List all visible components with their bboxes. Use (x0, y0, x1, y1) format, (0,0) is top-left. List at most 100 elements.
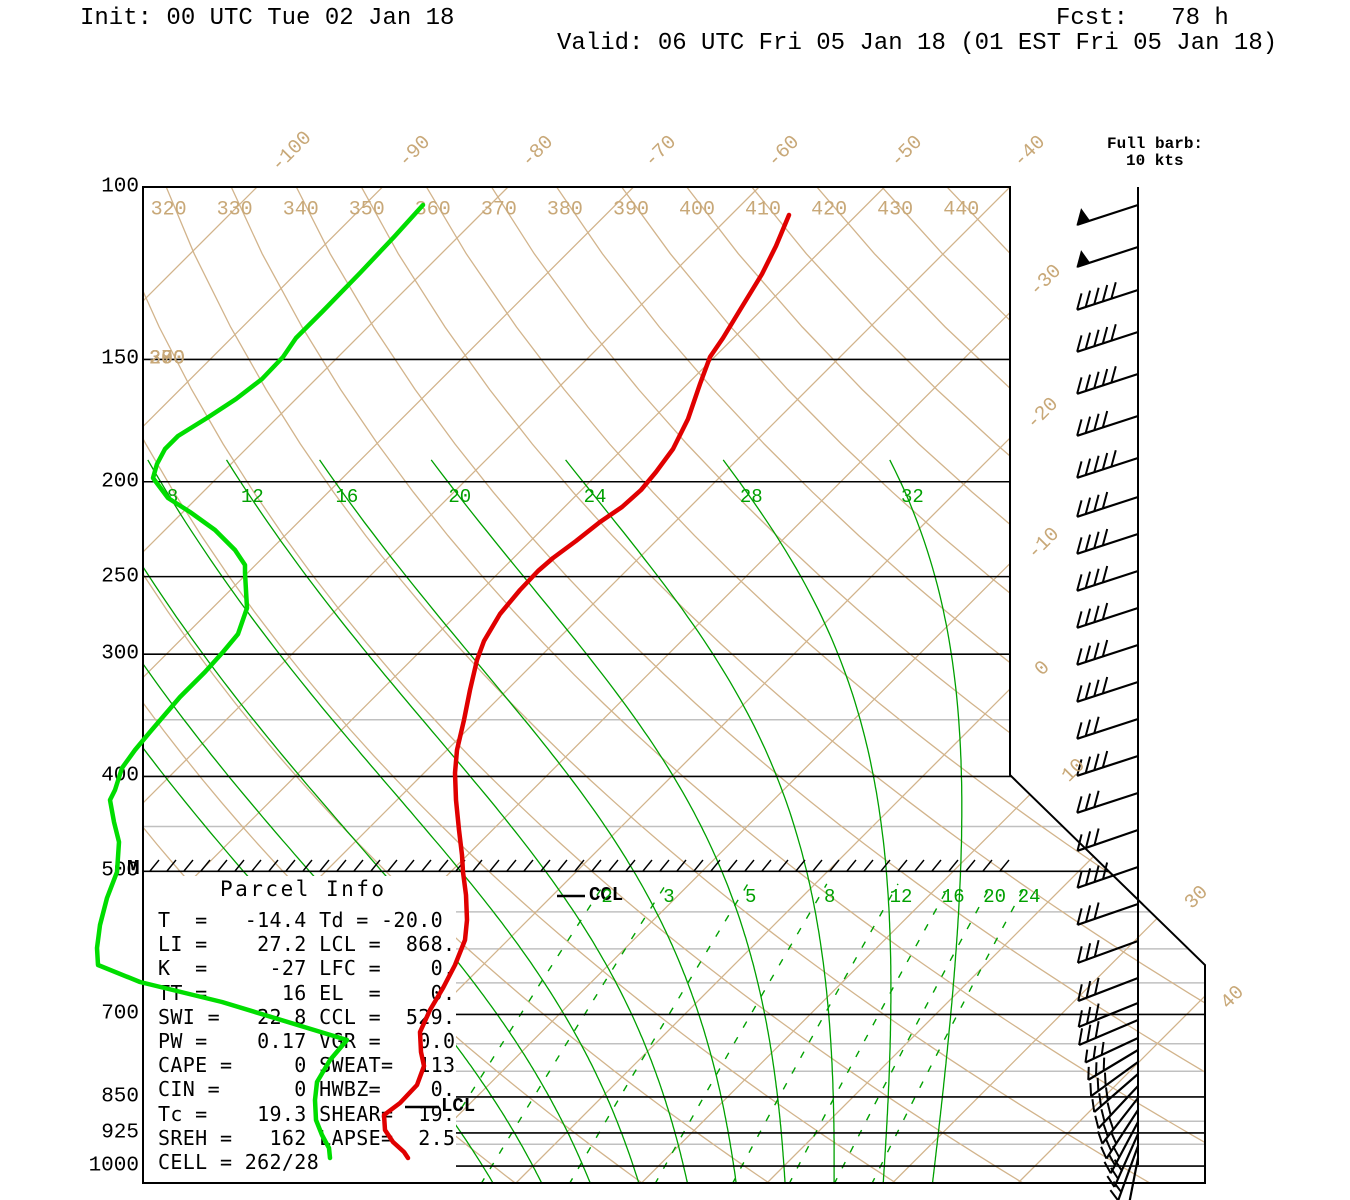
wind-barb-shaft (1076, 288, 1139, 311)
moist-adiabat-label: 32 (901, 486, 924, 508)
wind-barb-tick (1084, 374, 1092, 392)
dry-adiabat-line (541, 187, 1205, 1183)
isotherm-label-top: -60 (763, 131, 805, 173)
wind-barb (1076, 676, 1139, 703)
init-time-text: Init: 00 UTC Tue 02 Jan 18 (80, 5, 455, 32)
wind-barb (1076, 902, 1139, 926)
wind-barb (1076, 365, 1139, 395)
wind-barb-tick (1085, 831, 1092, 849)
wind-barb (1076, 565, 1139, 592)
wind-barb-tick (1101, 565, 1109, 583)
wind-barb-tick (1086, 1024, 1092, 1042)
hatch-tick (965, 859, 976, 872)
wind-barb-tick (1109, 1189, 1119, 1200)
wind-barb-tick (1108, 1116, 1115, 1130)
wind-barb-tick (1110, 449, 1117, 467)
plot-border (142, 186, 1206, 1184)
wind-barb (1077, 1001, 1139, 1028)
wind-barb-tick (1093, 413, 1100, 431)
isotherm-label-right: 0 (1030, 656, 1056, 682)
wind-barb-tick (1077, 984, 1083, 1002)
isotherm-line (892, 187, 1205, 1183)
wind-barb (1076, 323, 1139, 353)
wind-barb-tick (1091, 1099, 1096, 1113)
wind-barb-tick (1094, 1021, 1100, 1039)
wind-barb-tick (1105, 1138, 1113, 1152)
wind-barb (1087, 1049, 1139, 1081)
wind-barb-shaft (1076, 606, 1139, 629)
wind-barb-tick (1094, 1115, 1100, 1129)
wind-barb-shaft (1076, 643, 1139, 666)
parcel-info-row: LI = 27.2 LCL = 868. (158, 932, 456, 957)
wind-barb-tick (1084, 793, 1092, 811)
wind-barb-tick (1110, 281, 1117, 299)
hatch-tick (999, 859, 1010, 872)
wind-barb-tick (1101, 528, 1109, 546)
hatch-tick (880, 859, 891, 872)
wind-barb-tick (1084, 416, 1092, 434)
hatch-tick (795, 859, 806, 872)
hatch-tick (812, 859, 823, 872)
wind-barb-shaft (1076, 791, 1139, 814)
mixing-ratio-label: 2 (601, 886, 613, 908)
wind-barb (1076, 828, 1139, 852)
wind-barb-tick (1112, 1145, 1121, 1158)
pressure-label-300: 300 (101, 642, 139, 666)
wind-barb-shaft (1077, 828, 1139, 852)
wind-barb-tick (1093, 371, 1100, 389)
wind-barb-tick (1076, 834, 1083, 852)
wind-barb-tick (1076, 722, 1083, 740)
wind-barb-tick (1084, 290, 1092, 308)
parcel-info-row: CIN = 0 HWBZ= 0. (158, 1077, 456, 1102)
wind-barb-shaft (1076, 717, 1139, 740)
wind-barb-tick (1096, 1077, 1100, 1091)
wind-barb-shaft (1077, 939, 1139, 964)
parcel-info-row: CAPE = 0 SWEAT= 113 (158, 1053, 456, 1078)
wind-barb (1103, 1121, 1139, 1174)
wind-barb-tick (1092, 1045, 1097, 1059)
wind-barb-tick (1089, 1083, 1093, 1097)
moist-adiabat-label: 12 (241, 486, 264, 508)
wind-barb-tick (1084, 719, 1092, 737)
wind-barb (1097, 1097, 1139, 1145)
moist-adiabat-label: 20 (448, 486, 472, 508)
wind-barb-tick (1085, 980, 1092, 998)
wind-barb-tick (1084, 756, 1092, 774)
wind-barb-tick (1093, 865, 1100, 883)
wind-barb-tick (1084, 1049, 1089, 1063)
wind-barb (1077, 976, 1139, 1002)
wind-barb (1076, 281, 1139, 311)
wind-barb (1091, 1073, 1139, 1113)
wind-barb-tick (1076, 871, 1083, 889)
pressure-label-500: 500 (101, 859, 139, 883)
wind-barb-tick (1077, 1010, 1083, 1028)
parcel-info-row: CELL = 262/28 (158, 1150, 320, 1175)
wind-barb-tick (1112, 1181, 1123, 1193)
isotherm-label-top: -100 (266, 126, 318, 178)
wind-barb-tick (1107, 1153, 1116, 1166)
wind-barb-tick (1097, 1131, 1104, 1145)
wind-barb (1076, 528, 1139, 555)
wind-barb-tick (1094, 1003, 1100, 1021)
pressure-label-100: 100 (101, 175, 139, 199)
hatch-tick (863, 859, 874, 872)
isotherm-line (1017, 187, 1205, 1183)
mixing-ratio-line (654, 883, 828, 1183)
wind-barb (1078, 1018, 1139, 1047)
wind-barb-tick (1113, 1159, 1123, 1172)
wind-barb-tick (1093, 902, 1100, 920)
parcel-info-row: TT = 16 EL = 0. (158, 980, 456, 1005)
wind-barb (1076, 750, 1139, 777)
hatch-tick (897, 859, 908, 872)
wind-barb-tick (1110, 365, 1117, 383)
hatch-tick (829, 859, 840, 872)
dry-adiabat-label-top: 370 (480, 198, 517, 222)
wind-barb-tick (1084, 332, 1092, 350)
wind-barb-tick (1076, 461, 1083, 479)
wind-barb-tick (1101, 368, 1109, 386)
wind-barb-tick (1084, 682, 1092, 700)
wind-barb-tick (1093, 753, 1100, 771)
wind-barb-tick (1076, 537, 1083, 555)
wind-barb (1076, 716, 1139, 740)
